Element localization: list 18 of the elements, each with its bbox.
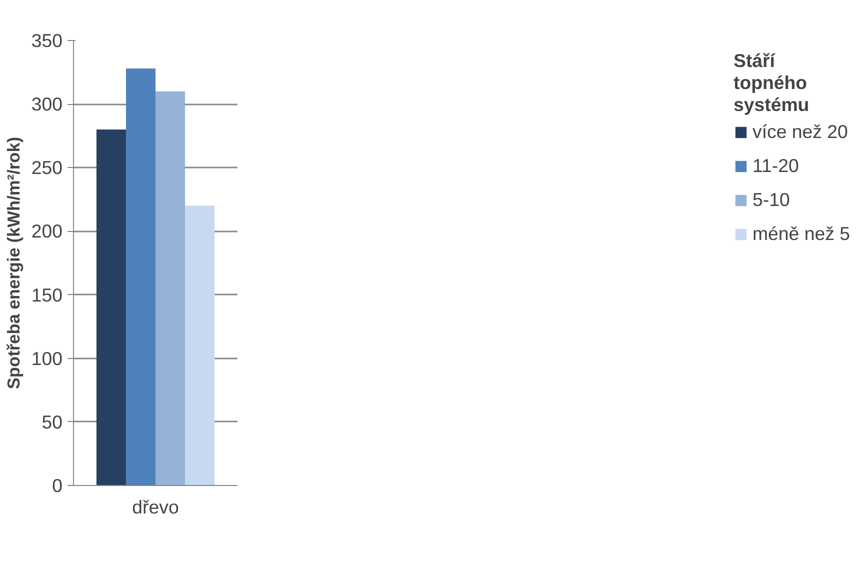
y-tick-label: 0	[52, 475, 63, 496]
y-axis-title: Spotřeba energie (kWh/m²/rok)	[3, 136, 24, 390]
bar	[96, 130, 126, 486]
bar	[126, 68, 156, 486]
x-tick-label: dřevo	[132, 496, 179, 518]
legend-label: 5-10	[752, 189, 790, 211]
y-tick-label: 100	[31, 348, 63, 369]
y-tick-label: 200	[31, 220, 63, 242]
legend-label: více než 20	[752, 121, 848, 143]
legend-label: méně než 5	[752, 223, 850, 245]
bar	[185, 206, 215, 486]
y-tick-label: 150	[31, 284, 63, 306]
y-tick-label: 50	[42, 411, 63, 432]
y-tick-label: 350	[31, 30, 63, 51]
bar	[156, 91, 186, 486]
legend-label: 11-20	[752, 155, 799, 177]
y-tick-label: 250	[31, 157, 63, 178]
y-tick-label: 300	[31, 94, 63, 115]
